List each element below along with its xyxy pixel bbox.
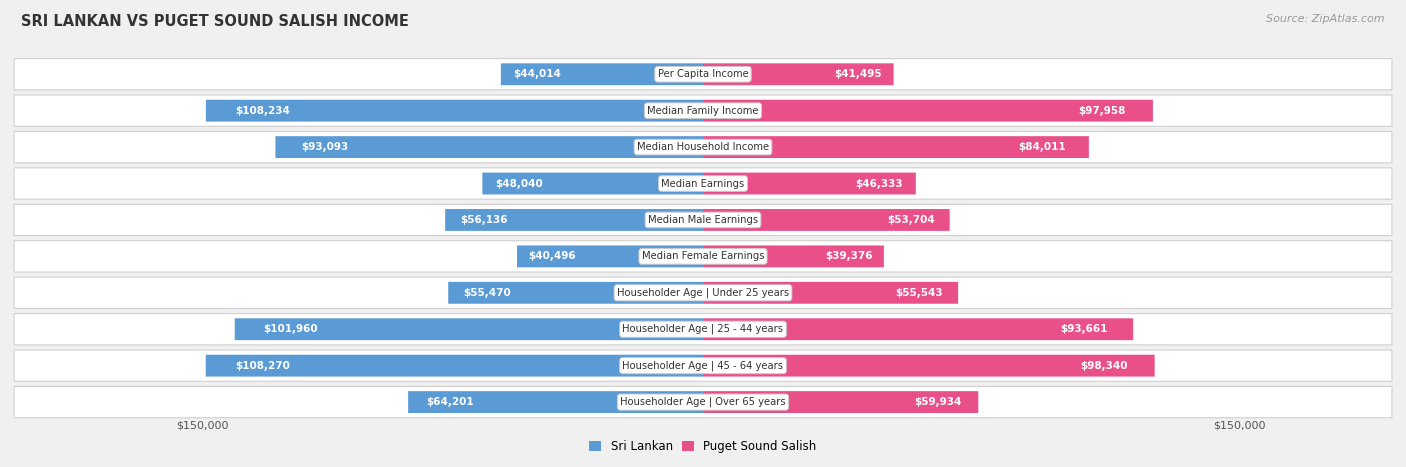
FancyBboxPatch shape	[14, 277, 1392, 309]
Text: $84,011: $84,011	[1018, 142, 1066, 152]
Text: $48,040: $48,040	[495, 178, 543, 189]
Text: $150,000: $150,000	[1213, 420, 1265, 430]
FancyBboxPatch shape	[703, 282, 957, 304]
Text: $97,958: $97,958	[1078, 106, 1126, 116]
FancyBboxPatch shape	[14, 241, 1392, 272]
FancyBboxPatch shape	[14, 204, 1392, 236]
Text: $101,960: $101,960	[263, 324, 318, 334]
FancyBboxPatch shape	[703, 246, 884, 267]
Text: $108,234: $108,234	[236, 106, 291, 116]
FancyBboxPatch shape	[14, 168, 1392, 199]
FancyBboxPatch shape	[703, 391, 979, 413]
Text: $55,470: $55,470	[464, 288, 512, 298]
FancyBboxPatch shape	[703, 100, 1153, 121]
FancyBboxPatch shape	[14, 58, 1392, 90]
Text: $55,543: $55,543	[896, 288, 943, 298]
Text: $98,340: $98,340	[1080, 361, 1128, 371]
FancyBboxPatch shape	[14, 131, 1392, 163]
FancyBboxPatch shape	[703, 318, 1133, 340]
Text: Householder Age | Under 25 years: Householder Age | Under 25 years	[617, 288, 789, 298]
FancyBboxPatch shape	[703, 209, 949, 231]
Text: Median Male Earnings: Median Male Earnings	[648, 215, 758, 225]
Text: $59,934: $59,934	[914, 397, 962, 407]
Legend: Sri Lankan, Puget Sound Salish: Sri Lankan, Puget Sound Salish	[585, 436, 821, 458]
Text: $53,704: $53,704	[887, 215, 935, 225]
Text: $64,201: $64,201	[426, 397, 474, 407]
Text: $40,496: $40,496	[529, 251, 576, 262]
Text: $46,333: $46,333	[855, 178, 903, 189]
FancyBboxPatch shape	[235, 318, 703, 340]
Text: $41,495: $41,495	[835, 69, 882, 79]
Text: $150,000: $150,000	[176, 420, 228, 430]
FancyBboxPatch shape	[517, 246, 703, 267]
Text: Median Female Earnings: Median Female Earnings	[641, 251, 765, 262]
Text: $56,136: $56,136	[461, 215, 508, 225]
FancyBboxPatch shape	[703, 64, 894, 85]
Text: Householder Age | Over 65 years: Householder Age | Over 65 years	[620, 397, 786, 407]
Text: Median Earnings: Median Earnings	[661, 178, 745, 189]
FancyBboxPatch shape	[446, 209, 703, 231]
FancyBboxPatch shape	[501, 64, 703, 85]
FancyBboxPatch shape	[482, 173, 703, 194]
Text: $93,093: $93,093	[301, 142, 349, 152]
Text: $93,661: $93,661	[1060, 324, 1108, 334]
FancyBboxPatch shape	[14, 350, 1392, 382]
Text: Median Household Income: Median Household Income	[637, 142, 769, 152]
FancyBboxPatch shape	[703, 136, 1088, 158]
Text: Source: ZipAtlas.com: Source: ZipAtlas.com	[1267, 14, 1385, 24]
Text: Householder Age | 25 - 44 years: Householder Age | 25 - 44 years	[623, 324, 783, 334]
FancyBboxPatch shape	[703, 173, 915, 194]
FancyBboxPatch shape	[449, 282, 703, 304]
FancyBboxPatch shape	[14, 313, 1392, 345]
Text: $44,014: $44,014	[513, 69, 561, 79]
FancyBboxPatch shape	[205, 355, 703, 376]
Text: Per Capita Income: Per Capita Income	[658, 69, 748, 79]
FancyBboxPatch shape	[408, 391, 703, 413]
Text: $108,270: $108,270	[236, 361, 291, 371]
Text: Householder Age | 45 - 64 years: Householder Age | 45 - 64 years	[623, 361, 783, 371]
FancyBboxPatch shape	[703, 355, 1154, 376]
Text: SRI LANKAN VS PUGET SOUND SALISH INCOME: SRI LANKAN VS PUGET SOUND SALISH INCOME	[21, 14, 409, 29]
FancyBboxPatch shape	[14, 95, 1392, 127]
Text: Median Family Income: Median Family Income	[647, 106, 759, 116]
FancyBboxPatch shape	[14, 386, 1392, 418]
FancyBboxPatch shape	[276, 136, 703, 158]
Text: $39,376: $39,376	[825, 251, 873, 262]
FancyBboxPatch shape	[205, 100, 703, 121]
